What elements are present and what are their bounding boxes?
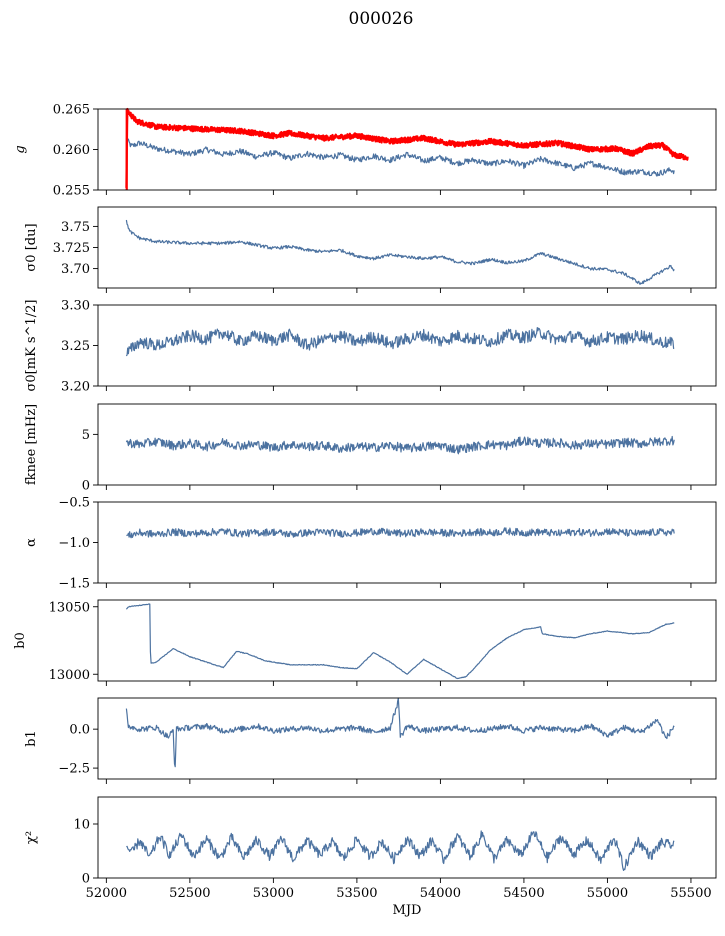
y-tick-label: 0.260: [53, 143, 90, 158]
y-tick-label: 0.265: [53, 103, 90, 118]
panel-2: 3.70 3.725 3.75 σ0 [du]: [24, 206, 717, 293]
y-tick-label: 13050: [49, 600, 90, 615]
series-line-5-1: [126, 527, 675, 539]
panel-8: 0 10 52000 52500 53000 53500 54000 54500 55000 55…: [24, 796, 717, 918]
x-tick-label: 54500: [503, 886, 544, 901]
series-line-8-1: [126, 830, 675, 871]
y-tick-label: −1.0: [58, 536, 90, 551]
series-line-4-1: [125, 435, 675, 455]
y-tick-label: 5: [82, 428, 90, 443]
y-tick-label: −0.5: [58, 496, 90, 511]
panel-frame: [97, 206, 717, 289]
x-tick-label: 55500: [670, 886, 711, 901]
x-tick-label: 53000: [253, 886, 294, 901]
x-tick-label: 52500: [169, 886, 210, 901]
figure-title: 000026: [349, 9, 414, 29]
y-axis-label: b1: [24, 730, 39, 747]
y-axis-label: α: [24, 538, 39, 547]
series-line-2-1: [125, 219, 675, 285]
y-axis-label: σ0 [du]: [24, 223, 39, 271]
panel-frame: [97, 403, 717, 486]
panel-frame: [97, 599, 717, 682]
y-tick-label: −1.5: [58, 577, 90, 592]
y-tick-label: −2.5: [58, 762, 90, 777]
panel-frame: [97, 304, 717, 387]
panel-3: 3.20 3.25 3.30 σ0[mK s^1/2]: [24, 299, 717, 395]
x-axis-label: MJD: [393, 903, 422, 918]
y-axis-label: b0: [13, 632, 28, 649]
y-tick-label: 3.25: [61, 339, 90, 354]
series-line-6-1: [125, 603, 675, 680]
y-tick-label: 3.725: [53, 241, 90, 256]
y-tick-label: 3.20: [61, 380, 90, 395]
panel-frame: [97, 796, 717, 879]
y-axis-label: σ0[mK s^1/2]: [24, 300, 39, 392]
panel-1: 0.255 0.260 0.265 g: [13, 103, 717, 199]
y-tick-label: 3.30: [61, 299, 90, 314]
y-tick-label: 0.255: [53, 184, 90, 199]
y-axis-label: fknee [mHz]: [24, 404, 39, 485]
y-axis-label: χ²: [24, 831, 39, 844]
y-tick-label: 3.70: [61, 262, 90, 277]
y-tick-label: 0.0: [69, 723, 90, 738]
y-tick-label: 3.75: [61, 220, 90, 235]
y-tick-label: 0: [82, 479, 90, 494]
panels-group: 0.255 0.260 0.265 g 3.70 3.725 3.75 σ0 [du] 3.20…: [13, 103, 717, 918]
x-tick-label: 52000: [86, 886, 127, 901]
panel-frame: [97, 697, 717, 780]
y-tick-label: 0: [82, 872, 90, 887]
y-axis-label: g: [13, 145, 28, 153]
x-tick-label: 53500: [336, 886, 377, 901]
panel-6: 13000 13050 b0: [13, 599, 717, 686]
y-tick-label: 13000: [49, 668, 90, 683]
panel-5: −1.5 −1.0 −0.5 α: [24, 496, 717, 592]
panel-7: −2.5 0.0 b1: [24, 697, 717, 784]
series-line-7-1: [125, 697, 675, 768]
y-tick-label: 10: [73, 818, 90, 833]
panel-frame: [97, 501, 717, 584]
x-tick-label: 54000: [420, 886, 461, 901]
panel-4: 0 5 fknee [mHz]: [24, 403, 717, 494]
series-line-3-1: [125, 327, 675, 357]
x-tick-label: 55000: [587, 886, 628, 901]
